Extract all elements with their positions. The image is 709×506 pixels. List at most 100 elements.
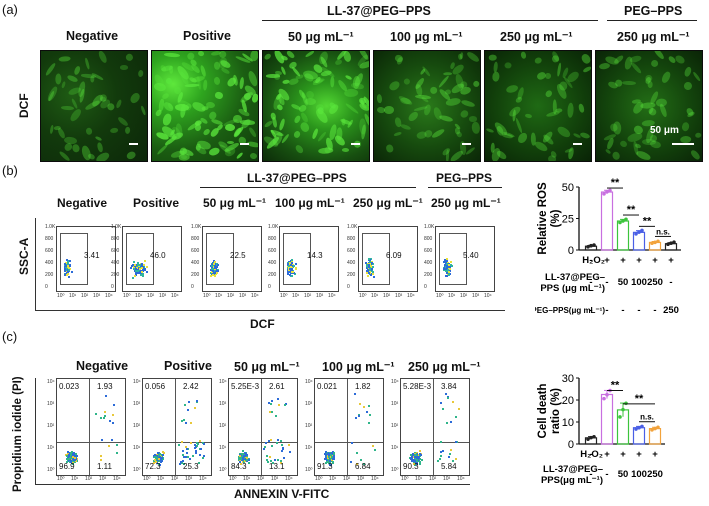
row-label: LL-37@PEG– PPS (μg mL⁻¹) xyxy=(540,272,605,294)
flow-dot xyxy=(144,269,147,272)
micrograph-ll37-250 xyxy=(484,50,592,162)
y-tick-label: 10¹ xyxy=(133,445,141,451)
flow-dot xyxy=(447,269,450,272)
flow-dot xyxy=(448,271,450,274)
x-tick-label: 10⁴ xyxy=(457,476,465,482)
data-point xyxy=(637,425,641,430)
flow-dot xyxy=(449,268,451,271)
flow-dot xyxy=(419,463,422,466)
flow-dot xyxy=(448,270,451,272)
x-tick-label: 10³ xyxy=(185,476,193,482)
flow-dot xyxy=(134,267,137,270)
flow-dot xyxy=(366,272,369,275)
flow-dot xyxy=(332,452,335,455)
quadrant-ur: 1.82 xyxy=(355,382,371,391)
x-tick-label: 10¹ xyxy=(415,476,423,482)
flow-dot xyxy=(95,413,97,416)
flow-dot xyxy=(66,453,69,456)
quadrant-ul: 5.25E-3 xyxy=(231,382,260,391)
flow-dot xyxy=(190,421,193,424)
cell-blob xyxy=(299,121,311,134)
row-value: - xyxy=(637,305,640,316)
flow-dot xyxy=(71,451,74,454)
cell-blob xyxy=(332,134,347,148)
cell-blob xyxy=(246,69,258,87)
cell-blob xyxy=(683,66,693,78)
row-value: - xyxy=(605,277,608,288)
cell-blob xyxy=(388,79,402,92)
flow-dot xyxy=(211,270,213,273)
panel-c-header-3: 50 μg mL⁻¹ xyxy=(234,360,300,374)
flow-dot xyxy=(108,420,111,423)
cell-blob xyxy=(679,135,692,143)
panel-c-frame-bottom xyxy=(35,484,470,485)
data-point xyxy=(589,243,593,248)
data-point xyxy=(653,240,657,245)
y-tick-label: 10⁴ xyxy=(47,379,55,385)
flow-dot xyxy=(266,459,269,462)
flow-dot xyxy=(414,456,417,459)
flow-dot xyxy=(284,403,287,406)
cell-blob xyxy=(344,74,353,82)
x-tick-label: 10⁴ xyxy=(199,476,207,482)
flow-dot xyxy=(99,416,102,419)
flow-dot xyxy=(332,457,335,460)
flow-dot xyxy=(133,266,136,269)
data-point xyxy=(586,437,590,441)
data-point xyxy=(640,424,644,429)
flow-dot xyxy=(288,450,291,453)
flow-dot xyxy=(179,462,182,465)
flow-dot xyxy=(138,265,141,268)
flow-dot xyxy=(67,275,70,278)
y-tick-label: 10³ xyxy=(305,401,313,407)
y-tick-label: 10³ xyxy=(47,401,55,407)
quadrant-h-line xyxy=(57,442,125,443)
flow-dot xyxy=(159,461,162,464)
cell-blob xyxy=(153,82,167,92)
cell-blob xyxy=(652,51,666,61)
cell-blob xyxy=(311,127,319,140)
flow-dot xyxy=(181,462,184,465)
y-tick-label: 10⁰ xyxy=(305,467,313,473)
cell-blob xyxy=(208,126,220,139)
row-value: 250 xyxy=(663,305,679,316)
y-tick-label: 1.0K xyxy=(347,224,358,230)
row-label-line: PPS(μg mL⁻¹) xyxy=(541,475,603,486)
cell-blob xyxy=(220,67,231,75)
cell-blob xyxy=(544,72,553,81)
significance-label: ** xyxy=(611,380,620,392)
x-tick-label: 10⁴ xyxy=(371,476,379,482)
cell-blob xyxy=(155,143,169,157)
flow-dot xyxy=(239,455,242,458)
flow-plot-b: 6.09 xyxy=(358,226,418,292)
flow-dot xyxy=(332,462,335,465)
gate-box xyxy=(206,233,234,285)
flow-dot xyxy=(187,456,190,459)
flow-dot xyxy=(133,274,136,277)
panel-a-header-4: 100 μg mL⁻¹ xyxy=(390,30,463,44)
flow-dot xyxy=(213,265,216,268)
flow-dot xyxy=(445,270,448,273)
flow-dot xyxy=(445,271,448,274)
flow-dot xyxy=(244,452,247,455)
quadrant-v-line xyxy=(347,379,348,475)
row-value: - xyxy=(669,277,672,288)
flow-dot xyxy=(449,421,452,424)
flow-dot xyxy=(440,455,443,458)
flow-dot xyxy=(140,267,143,270)
cell-blob xyxy=(137,69,144,78)
panel-b-x-axis-label: DCF xyxy=(250,317,275,331)
x-tick-label: 10¹ xyxy=(243,476,251,482)
flow-dot xyxy=(290,267,293,270)
cell-blob xyxy=(555,124,572,140)
y-tick-label: 0 xyxy=(191,284,194,290)
flow-dot xyxy=(64,269,67,272)
flow-plot-c: 0.021 1.82 91.3 6.84 xyxy=(314,378,384,476)
flow-dot xyxy=(450,264,452,267)
cell-blob xyxy=(125,150,137,161)
flow-dot xyxy=(132,267,135,269)
flow-dot xyxy=(446,264,449,267)
x-tick-label: 10² xyxy=(304,293,312,299)
flow-dot xyxy=(271,400,274,403)
